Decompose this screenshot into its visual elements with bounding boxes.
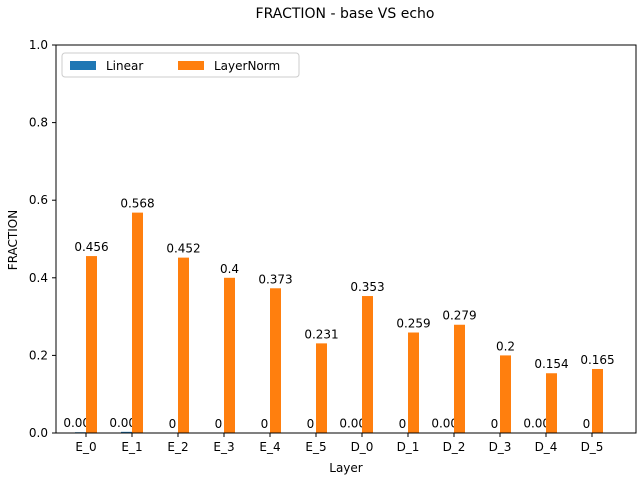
bar-linear	[121, 431, 132, 433]
data-label-layernorm: 0.353	[350, 280, 384, 294]
bar-layernorm	[408, 332, 419, 433]
y-tick-label: 0.6	[29, 193, 48, 207]
data-label-layernorm: 0.2	[496, 339, 515, 353]
data-label-linear: 0	[169, 417, 177, 431]
bar-layernorm	[270, 288, 281, 433]
bar-layernorm	[224, 277, 235, 433]
data-label-layernorm: 0.452	[166, 242, 200, 256]
x-tick-label: D_3	[489, 440, 512, 454]
y-tick-label: 0.8	[29, 116, 48, 130]
plot-frame	[55, 44, 637, 434]
data-label-layernorm: 0.259	[396, 317, 430, 331]
legend-swatch-layernorm	[178, 61, 204, 70]
bar-layernorm	[316, 343, 327, 433]
y-tick-label: 0.2	[29, 348, 48, 362]
x-tick-label: E_3	[213, 440, 234, 454]
data-label-layernorm: 0.373	[258, 272, 292, 286]
data-label-linear: 0	[491, 417, 499, 431]
data-label-linear: 0	[215, 417, 223, 431]
bar-layernorm	[500, 355, 511, 433]
x-tick-label: E_2	[167, 440, 188, 454]
data-label-layernorm: 0.165	[580, 353, 614, 367]
data-label-layernorm: 0.279	[442, 309, 476, 323]
x-tick-label: E_1	[121, 440, 142, 454]
legend: Linear LayerNorm	[61, 52, 300, 78]
y-axis-label: FRACTION	[6, 210, 20, 270]
y-tick-label: 1.0	[29, 38, 48, 52]
data-label-linear: 0	[261, 417, 269, 431]
plot-area: 0.00.20.40.60.81.00.0020.456E_00.0030.56…	[29, 38, 615, 454]
data-label-linear: 0	[399, 417, 407, 431]
data-label-layernorm: 0.4	[220, 262, 239, 276]
legend-label-linear: Linear	[106, 59, 143, 73]
chart-title: FRACTION - base VS echo	[256, 6, 435, 22]
data-label-layernorm: 0.456	[74, 240, 108, 254]
x-tick-label: D_4	[535, 440, 558, 454]
bar-layernorm	[546, 373, 557, 433]
bar-layernorm	[132, 212, 143, 433]
x-tick-label: E_5	[305, 440, 326, 454]
x-tick-label: E_0	[75, 440, 96, 454]
data-label-linear: 0	[583, 417, 591, 431]
bar-layernorm	[86, 256, 97, 433]
x-axis-label: Layer	[329, 461, 363, 475]
x-tick-label: D_5	[581, 440, 604, 454]
bar-layernorm	[592, 368, 603, 433]
legend-label-layernorm: LayerNorm	[214, 59, 280, 73]
data-label-layernorm: 0.154	[534, 357, 568, 371]
data-label-linear: 0	[307, 417, 315, 431]
x-tick-label: D_0	[351, 440, 374, 454]
x-tick-label: D_1	[397, 440, 420, 454]
x-tick-label: E_4	[259, 440, 280, 454]
y-tick-label: 0.4	[29, 271, 48, 285]
bar-layernorm	[454, 324, 465, 433]
data-label-layernorm: 0.231	[304, 327, 338, 341]
data-label-layernorm: 0.568	[120, 197, 154, 211]
bar-layernorm	[178, 257, 189, 433]
legend-swatch-linear	[70, 61, 96, 70]
y-tick-label: 0.0	[29, 426, 48, 440]
x-tick-label: D_2	[443, 440, 466, 454]
bar-layernorm	[362, 296, 373, 433]
